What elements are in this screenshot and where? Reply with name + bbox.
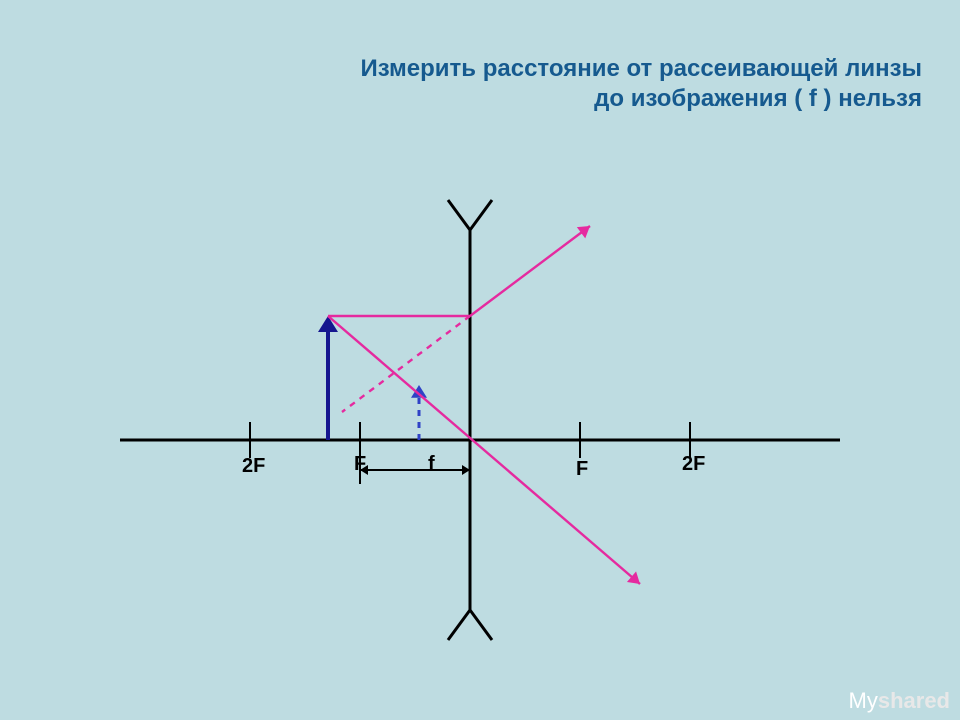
title-line-2: до изображения ( f ) нельзя [0, 85, 960, 113]
diagram-stage: { "canvas": { "width": 960, "height": 72… [0, 0, 960, 720]
title-line-1: Измерить расстояние от рассеивающей линз… [0, 55, 960, 83]
svg-text:2F: 2F [682, 453, 705, 475]
watermark: Myshared [849, 688, 950, 714]
svg-text:F: F [576, 458, 588, 480]
svg-text:f: f [428, 453, 435, 475]
svg-text:2F: 2F [242, 455, 265, 477]
svg-text:F: F [354, 453, 366, 475]
